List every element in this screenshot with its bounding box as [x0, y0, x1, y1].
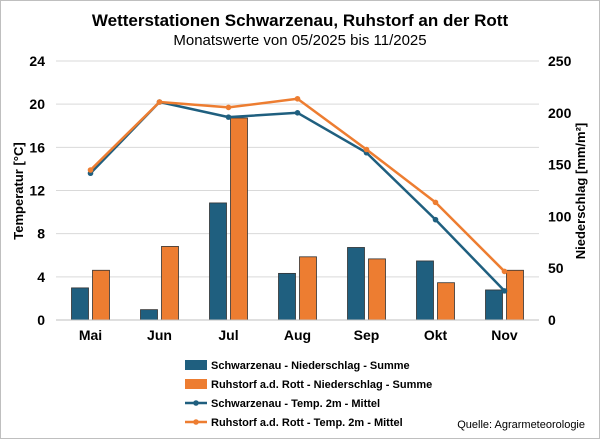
point-ruhstorf-temp	[225, 104, 232, 111]
legend-label-ruhstorf-bar: Ruhstorf a.d. Rott - Niederschlag - Summ…	[211, 379, 432, 391]
chart-title: Wetterstationen Schwarzenau, Ruhstorf an…	[92, 11, 509, 30]
x-tick-label: Jun	[147, 327, 172, 343]
x-tick-label: Nov	[491, 327, 518, 343]
left-tick-label: 0	[37, 312, 45, 328]
x-tick-label: Jul	[218, 327, 238, 343]
line-ruhstorf-temp	[89, 97, 506, 273]
point-ruhstorf-temp	[363, 146, 370, 153]
left-tick-label: 8	[37, 226, 45, 242]
bar-schwarzenau	[416, 260, 434, 321]
right-tick-label: 150	[548, 157, 572, 173]
left-tick-label: 12	[29, 183, 45, 199]
right-tick-label: 50	[548, 260, 564, 276]
x-tick-label: Aug	[284, 327, 311, 343]
bar-schwarzenau	[485, 289, 503, 321]
point-schwarzenau-temp	[225, 114, 232, 120]
line-series	[87, 95, 508, 294]
point-schwarzenau-temp	[294, 110, 301, 116]
left-axis-ticks: 0 4 8 12 16 20 24	[29, 53, 45, 328]
bar-schwarzenau	[278, 272, 296, 321]
right-tick-label: 200	[548, 105, 572, 121]
source-note: Quelle: Agrarmeteorologie	[457, 419, 585, 431]
line-schwarzenau-temp	[89, 100, 506, 293]
legend-label-schwarzenau-temp: Schwarzenau - Temp. 2m - Mittel	[211, 398, 380, 410]
legend: Schwarzenau - Niederschlag - Summe Ruhst…	[185, 360, 432, 429]
left-tick-label: 20	[29, 96, 45, 112]
left-tick-label: 4	[37, 269, 45, 285]
x-tick-label: Okt	[424, 327, 448, 343]
x-axis-ticks: Mai Jun Jul Aug Sep Okt Nov	[79, 327, 518, 343]
right-tick-label: 0	[548, 312, 556, 328]
bar-ruhstorf	[299, 256, 317, 321]
legend-label-schwarzenau-bar: Schwarzenau - Niederschlag - Summe	[211, 360, 410, 372]
legend-label-ruhstorf-temp: Ruhstorf a.d. Rott - Temp. 2m - Mittel	[211, 417, 403, 429]
bar-ruhstorf	[437, 282, 455, 321]
point-ruhstorf-temp	[501, 268, 508, 275]
point-ruhstorf-temp	[294, 95, 301, 102]
bar-ruhstorf	[161, 246, 179, 321]
legend-marker-ruhstorf-temp	[193, 419, 199, 425]
bar-ruhstorf	[230, 117, 248, 321]
right-axis-title: Niederschlag [mm/m²]	[573, 123, 588, 260]
chart-subtitle: Monatswerte von 05/2025 bis 11/2025	[173, 32, 426, 49]
x-tick-label: Mai	[79, 327, 102, 343]
point-ruhstorf-temp	[87, 167, 94, 173]
gridlines	[56, 60, 539, 278]
point-ruhstorf-temp	[432, 199, 439, 206]
x-tick-label: Sep	[354, 327, 380, 343]
right-tick-label: 250	[548, 53, 572, 69]
legend-marker-schwarzenau-temp	[193, 400, 199, 406]
bar-schwarzenau	[209, 202, 227, 321]
bar-schwarzenau	[140, 309, 158, 321]
bar-series	[71, 117, 524, 321]
bar-schwarzenau	[347, 247, 365, 321]
bar-ruhstorf	[368, 258, 386, 321]
point-schwarzenau-temp	[432, 216, 439, 223]
bar-schwarzenau	[71, 287, 89, 321]
legend-swatch-ruhstorf-bar	[185, 379, 207, 389]
point-schwarzenau-temp	[501, 288, 508, 294]
left-tick-label: 16	[29, 139, 45, 155]
left-axis-title: Temperatur [°C]	[11, 142, 26, 239]
left-tick-label: 24	[29, 53, 45, 69]
legend-swatch-schwarzenau-bar	[185, 360, 207, 370]
bar-ruhstorf	[506, 269, 524, 321]
bar-ruhstorf	[92, 269, 110, 321]
point-ruhstorf-temp	[156, 99, 163, 105]
right-tick-label: 100	[548, 208, 572, 224]
right-axis-ticks: 0 50 100 150 200 250	[548, 53, 572, 328]
